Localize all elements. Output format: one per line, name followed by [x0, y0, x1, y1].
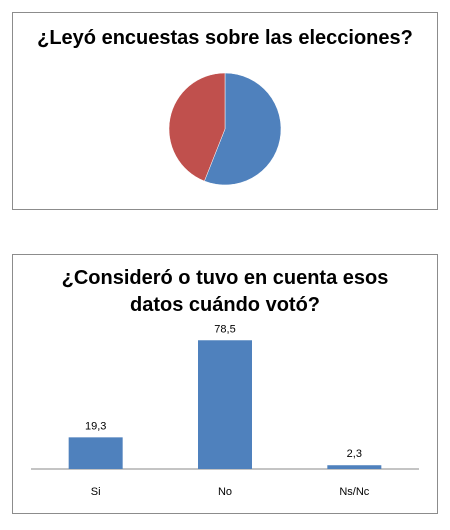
pie-chart-title: ¿Leyó encuestas sobre las elecciones?	[37, 27, 413, 49]
bar-chart: 19,3 Si 78,5 No 2,3 Ns/Nc	[31, 323, 419, 498]
data-label: 78,5	[214, 323, 235, 335]
bar-chart-title: ¿Consideró o tuvo en cuenta esos datos c…	[61, 267, 389, 316]
bar-chart-panel: ¿Consideró o tuvo en cuenta esos datos c…	[12, 254, 438, 514]
pie-chart	[168, 72, 282, 186]
x-tick-label: Ns/Nc	[339, 486, 369, 498]
bar-no	[198, 340, 252, 469]
pie-slice-0	[204, 72, 282, 186]
data-label: 19,3	[85, 420, 106, 432]
bar-si	[68, 437, 123, 469]
x-tick-label: Si	[91, 486, 101, 498]
pie-slice-1	[168, 72, 226, 182]
pie-chart-panel: ¿Leyó encuestas sobre las elecciones?	[12, 12, 438, 210]
bar-ns-nc	[327, 465, 382, 469]
data-label: 2,3	[347, 448, 362, 460]
x-tick-label: No	[218, 486, 232, 498]
